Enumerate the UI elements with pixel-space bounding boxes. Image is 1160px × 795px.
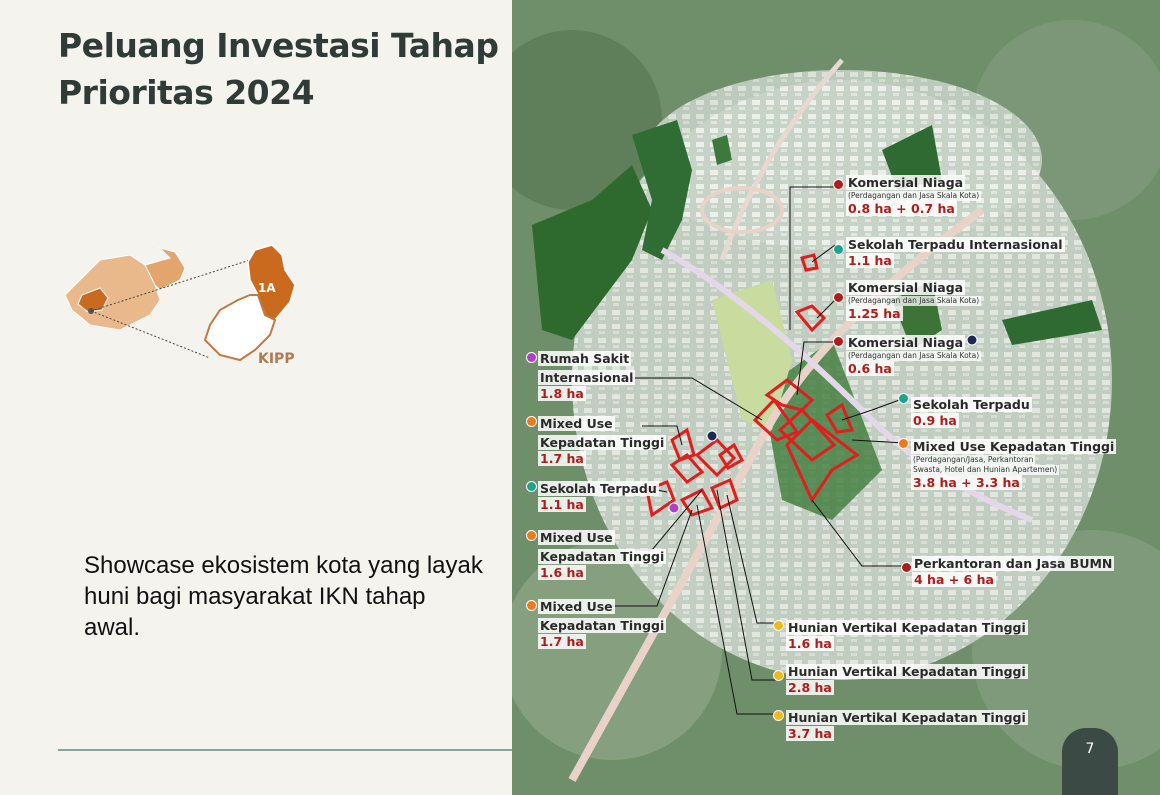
- site-plan-map: [512, 0, 1160, 795]
- kipp-zone-1a-shape: [247, 244, 296, 321]
- zone-1a-label: 1A: [258, 281, 276, 295]
- region-east-shape: [144, 247, 186, 291]
- divider-line: [58, 749, 513, 751]
- locator-map: 1A KIPP: [60, 240, 320, 379]
- kipp-outline-shape: [203, 294, 277, 362]
- showcase-text: Showcase ekosistem kota yang layak huni …: [84, 552, 483, 641]
- kipp-small-shape: [77, 287, 109, 313]
- page-number: 7: [1062, 728, 1118, 795]
- slide-title: Peluang Investasi Tahap Prioritas 2024: [58, 26, 499, 112]
- kipp-label: KIPP: [258, 351, 295, 367]
